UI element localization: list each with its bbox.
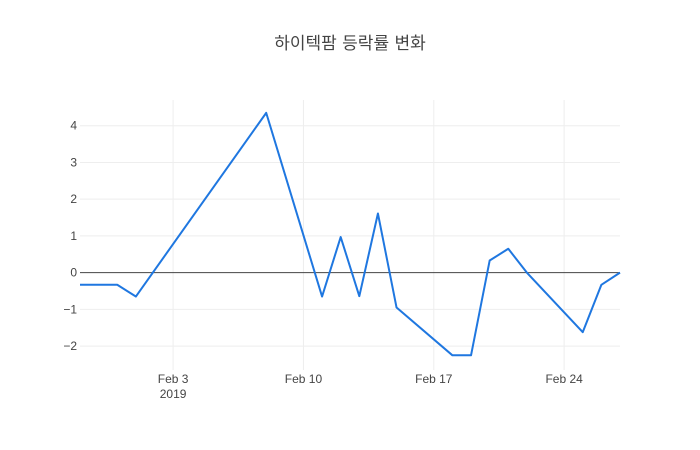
data-point	[340, 236, 342, 238]
series-line	[80, 111, 621, 357]
x-tick-label: Feb 10	[285, 372, 323, 386]
y-tick-label: 2	[70, 192, 77, 206]
data-point	[470, 354, 472, 356]
y-tick-label: 4	[70, 119, 77, 133]
data-point	[321, 296, 323, 298]
data-point	[489, 260, 491, 262]
data-point	[265, 112, 267, 114]
grid-lines	[80, 100, 620, 370]
y-tick-label: −2	[63, 339, 77, 353]
x-tick-label: Feb 3	[158, 372, 189, 386]
data-point	[135, 296, 137, 298]
data-point	[116, 284, 118, 286]
data-point	[507, 248, 509, 250]
series-line-layer	[79, 111, 621, 357]
y-tick-label: 3	[70, 155, 77, 169]
x-tick-label: Feb 24	[545, 372, 583, 386]
x-tick-sublabel: 2019	[160, 387, 187, 401]
chart-title: 하이텍팜 등락률 변화	[274, 34, 426, 54]
data-point	[619, 272, 621, 274]
data-point	[526, 272, 528, 274]
y-axis-ticks: −2 −1 0 1 2 3 4	[63, 119, 77, 353]
y-tick-label: 1	[70, 229, 77, 243]
data-point	[451, 354, 453, 356]
x-tick-label: Feb 17	[415, 372, 453, 386]
y-tick-label: 0	[70, 266, 77, 280]
data-point	[396, 307, 398, 309]
y-tick-label: −1	[63, 302, 77, 316]
data-point	[79, 284, 81, 286]
data-point	[600, 284, 602, 286]
data-point	[377, 213, 379, 215]
data-point	[98, 284, 100, 286]
data-point	[358, 295, 360, 297]
data-point	[582, 331, 584, 333]
